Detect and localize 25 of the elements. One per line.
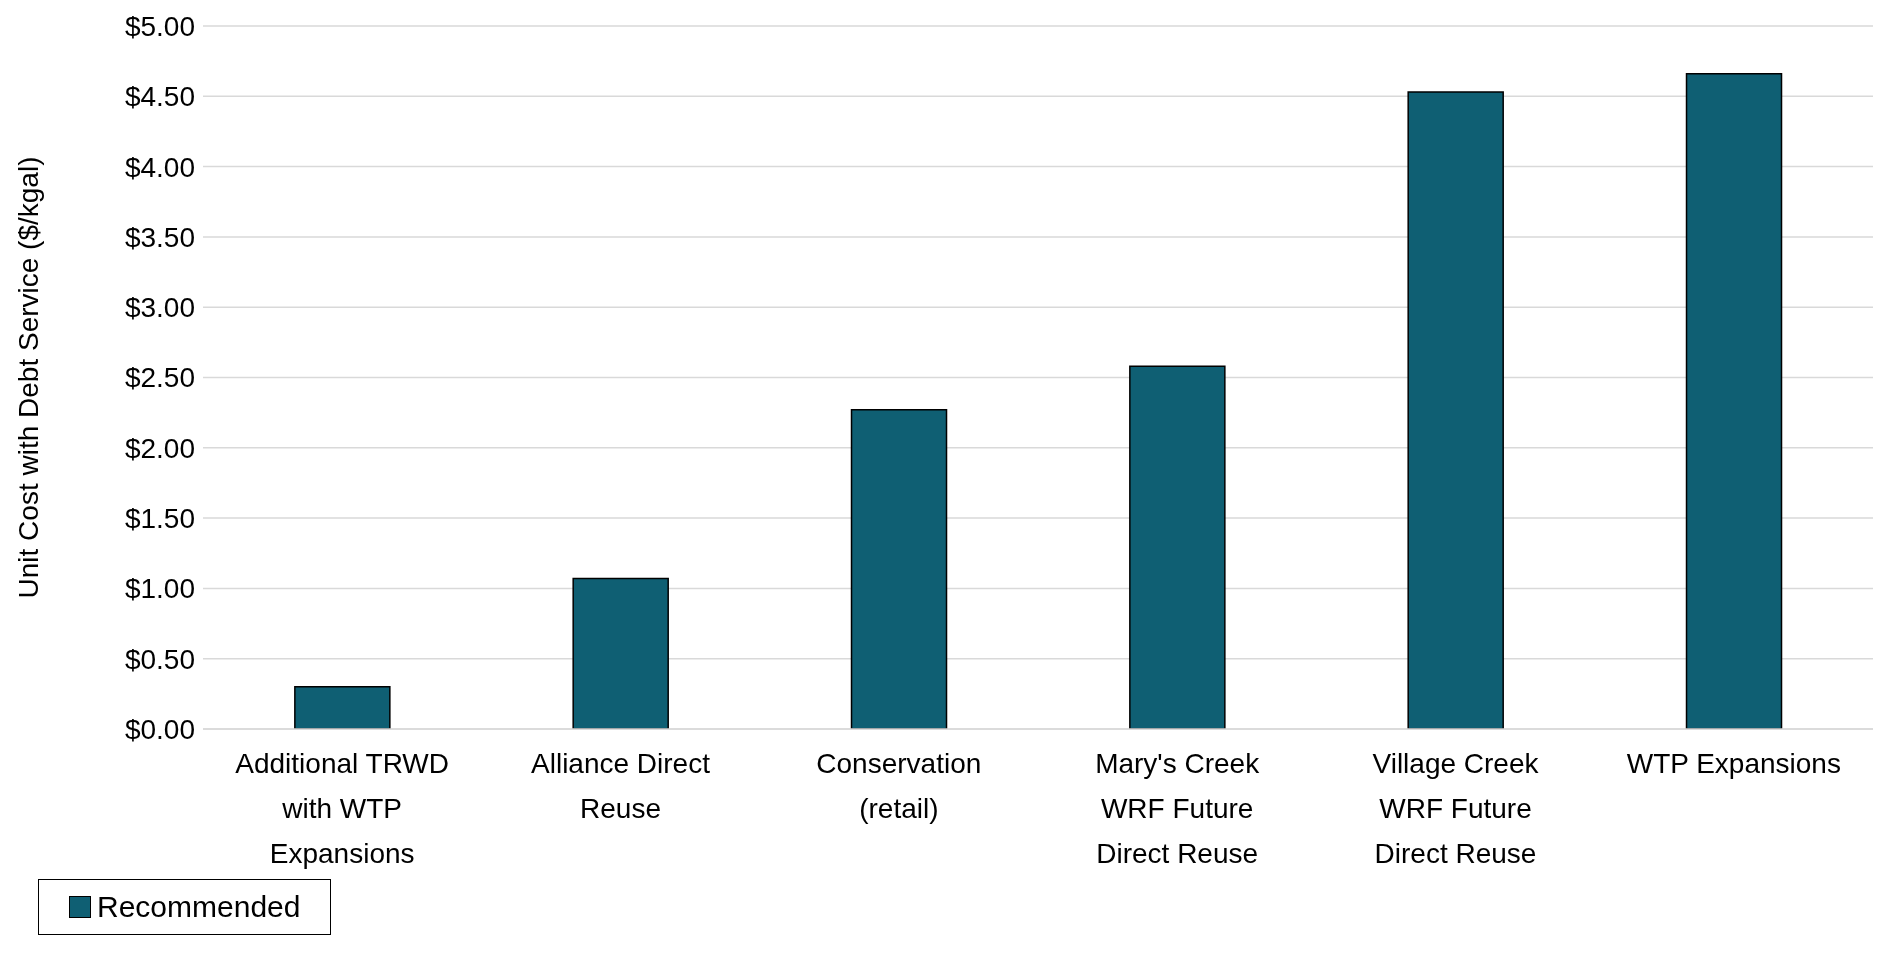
- bar: [1685, 73, 1783, 729]
- bar: [572, 577, 669, 729]
- y-tick-label: $2.00: [124, 432, 195, 464]
- x-tick-label: Conservation (retail): [816, 748, 982, 824]
- y-tick-label: $0.00: [124, 713, 195, 745]
- y-tick-label: $2.50: [124, 362, 195, 394]
- bar: [294, 686, 391, 729]
- x-tick-label: Additional TRWD with WTP Expansions: [235, 748, 450, 869]
- x-tick-label: WTP Expansions: [1626, 748, 1841, 779]
- bar: [1129, 365, 1226, 729]
- x-tick-label: Mary's Creek WRF Future Direct Reuse: [1095, 748, 1261, 869]
- y-tick-label: $5.00: [124, 10, 195, 42]
- y-tick-label: $3.50: [124, 221, 195, 253]
- y-axis-title: Unit Cost with Debt Service ($/kgal): [12, 156, 44, 599]
- x-tick-label: Alliance Direct Reuse: [531, 748, 711, 824]
- y-tick-label: $0.50: [124, 643, 195, 675]
- y-tick-label: $4.50: [124, 81, 195, 113]
- x-tick-label: Village Creek WRF Future Direct Reuse: [1372, 748, 1540, 869]
- y-tick-label: $1.00: [124, 573, 195, 605]
- y-tick-label: $4.00: [124, 151, 195, 183]
- y-tick-label: $1.50: [124, 503, 195, 535]
- y-tick-label: $3.00: [124, 292, 195, 324]
- legend-label: Recommended: [96, 890, 301, 924]
- bar: [1407, 91, 1504, 729]
- bar: [850, 409, 948, 729]
